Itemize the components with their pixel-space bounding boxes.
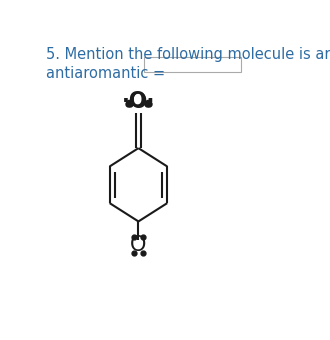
Text: ·O·: ·O· <box>122 91 155 112</box>
FancyBboxPatch shape <box>144 56 241 72</box>
Text: 5. Mention the following molecule is aromatic or: 5. Mention the following molecule is aro… <box>46 47 330 62</box>
Text: O: O <box>130 235 147 255</box>
Text: antiaromantic =: antiaromantic = <box>46 66 165 81</box>
Text: O: O <box>130 92 147 112</box>
